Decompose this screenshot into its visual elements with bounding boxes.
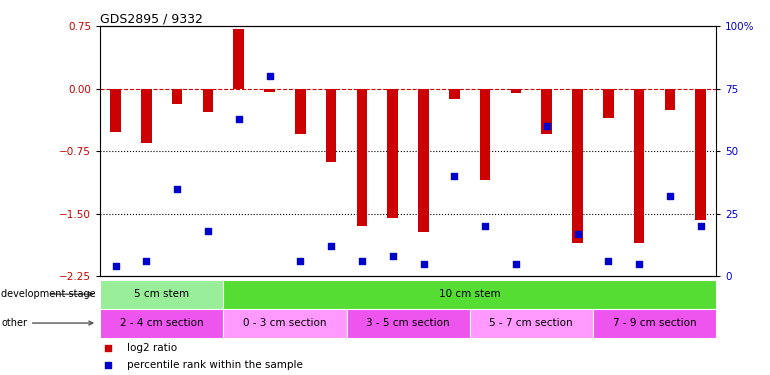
Bar [593, 309, 716, 338]
Point [102, 362, 114, 368]
Point [633, 261, 645, 267]
Bar [233, 29, 244, 89]
Text: development stage: development stage [1, 289, 95, 299]
Bar [541, 89, 552, 135]
Bar [572, 89, 583, 243]
Point [325, 243, 337, 249]
Point [263, 73, 276, 79]
Point [356, 258, 368, 264]
Point [479, 223, 491, 229]
Text: other: other [1, 318, 92, 328]
Bar [480, 89, 490, 180]
Bar [470, 309, 593, 338]
Point [102, 345, 114, 351]
Bar [172, 89, 182, 104]
Text: 7 - 9 cm section: 7 - 9 cm section [613, 318, 696, 328]
Bar [100, 280, 223, 309]
Point [602, 258, 614, 264]
Point [233, 116, 245, 122]
Point [695, 223, 707, 229]
Point [109, 263, 122, 269]
Bar [387, 89, 398, 218]
Bar [264, 89, 275, 92]
Bar [603, 89, 614, 118]
Bar [326, 89, 336, 162]
Bar [203, 89, 213, 112]
Point [202, 228, 214, 234]
Point [448, 173, 460, 179]
Text: GDS2895 / 9332: GDS2895 / 9332 [100, 12, 203, 25]
Point [571, 231, 584, 237]
Bar [346, 309, 470, 338]
Point [140, 258, 152, 264]
Bar [511, 89, 521, 93]
Text: 5 - 7 cm section: 5 - 7 cm section [490, 318, 573, 328]
Bar [141, 89, 152, 143]
Text: 3 - 5 cm section: 3 - 5 cm section [367, 318, 450, 328]
Bar [634, 89, 644, 243]
Bar [223, 309, 346, 338]
Text: 0 - 3 cm section: 0 - 3 cm section [243, 318, 326, 328]
Bar [295, 89, 306, 135]
Point [664, 193, 676, 199]
Bar [418, 89, 429, 232]
Bar [695, 89, 706, 220]
Point [510, 261, 522, 267]
Text: 2 - 4 cm section: 2 - 4 cm section [120, 318, 203, 328]
Point [294, 258, 306, 264]
Point [541, 123, 553, 129]
Bar [665, 89, 675, 110]
Bar [100, 309, 223, 338]
Bar [449, 89, 460, 99]
Point [417, 261, 430, 267]
Bar [223, 280, 716, 309]
Text: 10 cm stem: 10 cm stem [439, 289, 500, 299]
Text: percentile rank within the sample: percentile rank within the sample [127, 360, 303, 370]
Text: 5 cm stem: 5 cm stem [134, 289, 189, 299]
Bar [357, 89, 367, 226]
Point [387, 253, 399, 259]
Bar [110, 89, 121, 132]
Point [171, 186, 183, 192]
Text: log2 ratio: log2 ratio [127, 343, 177, 353]
